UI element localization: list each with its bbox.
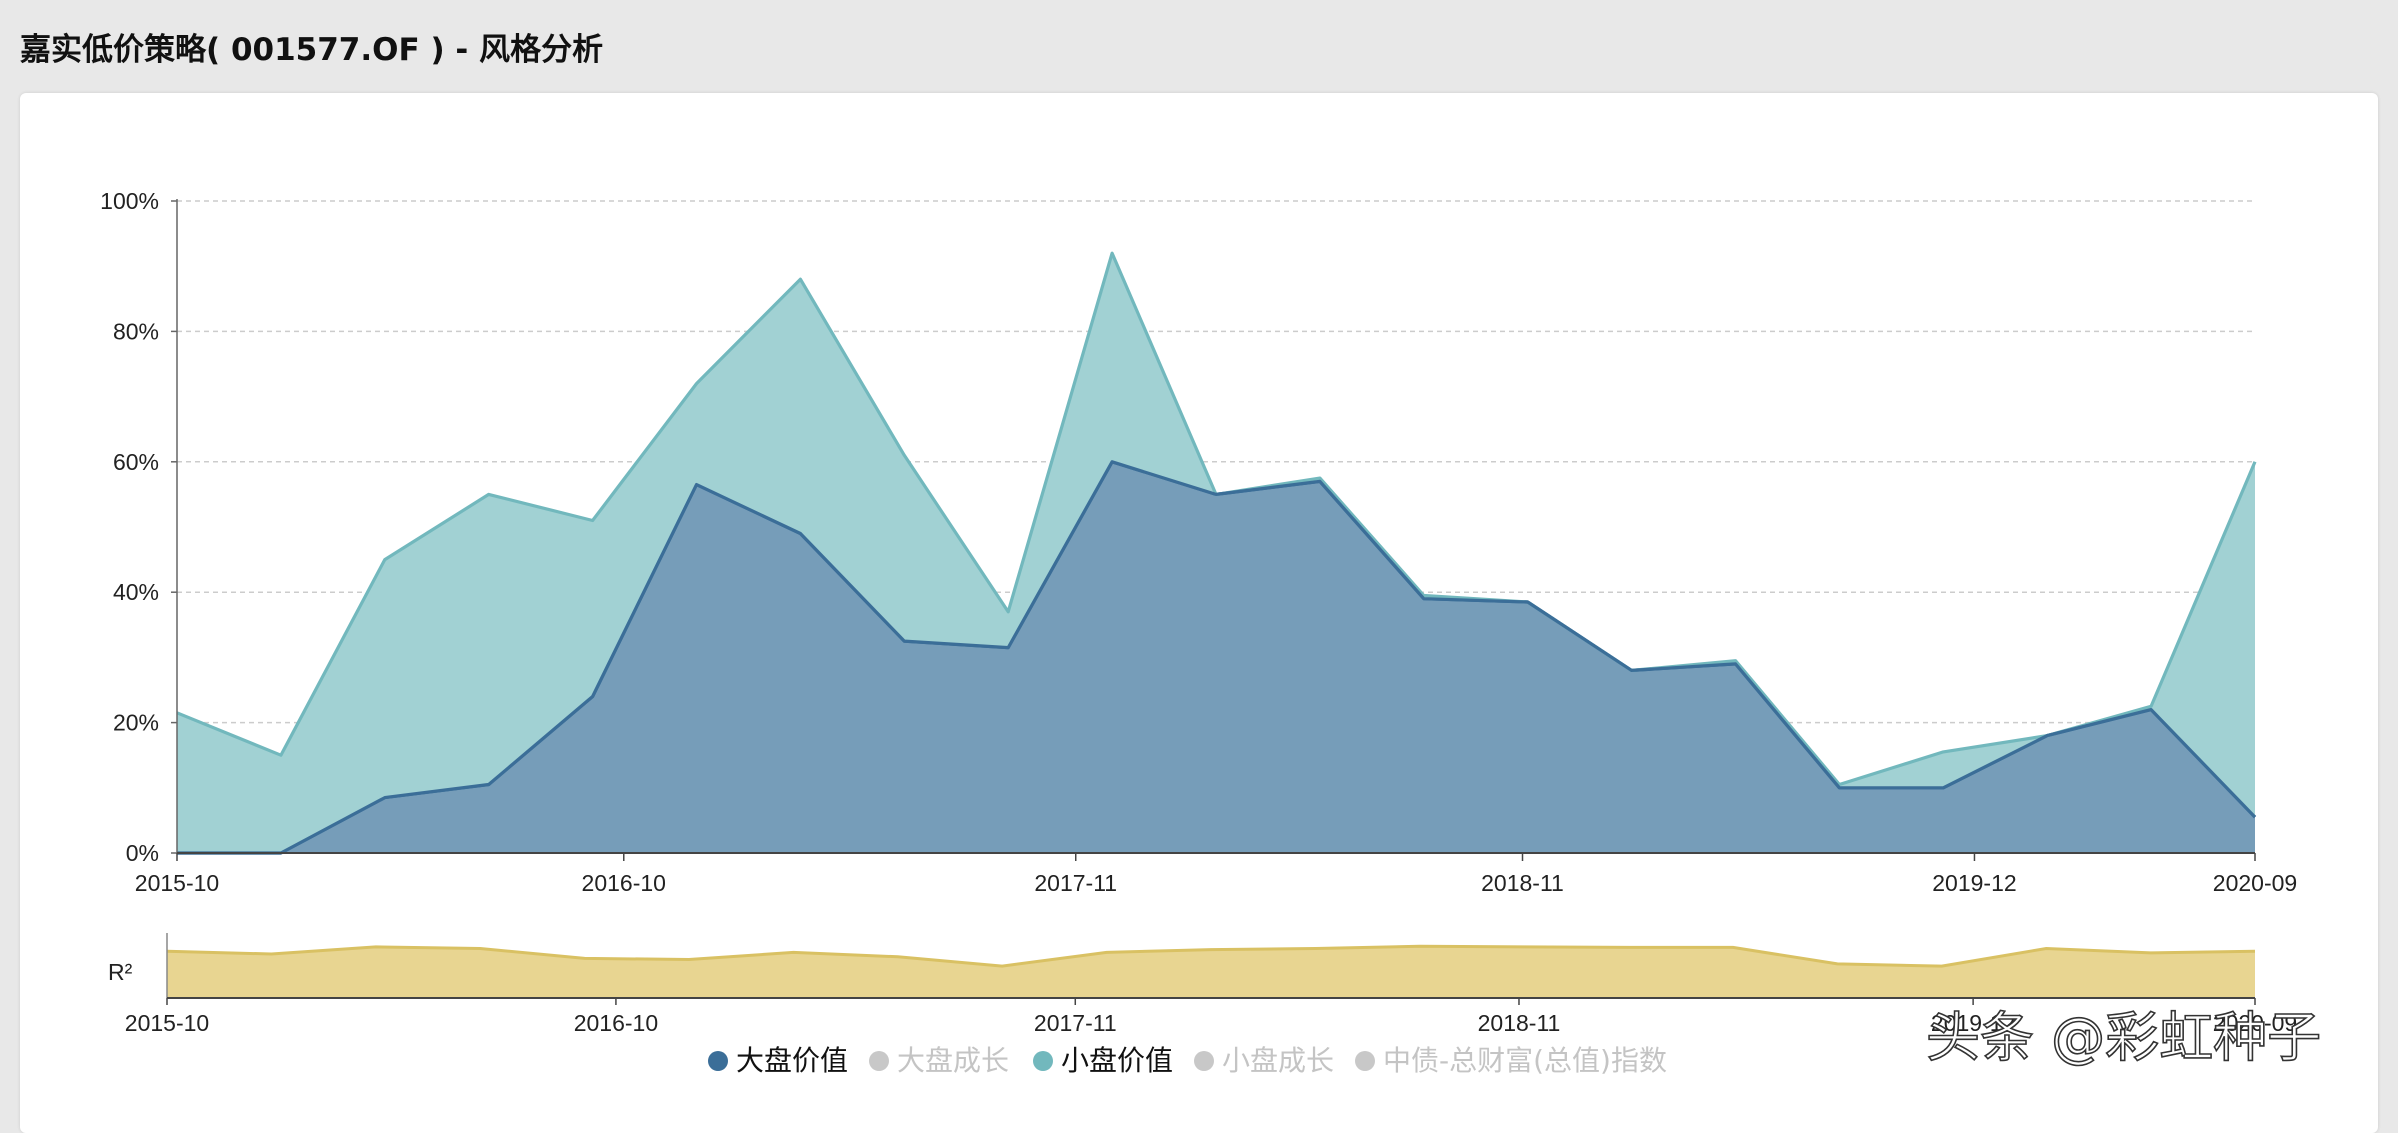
r2-x-tick-label: 2017-11 [1034, 1010, 1117, 1036]
x-tick-label: 2020-09 [2213, 870, 2297, 896]
page-title: 嘉实低价策略( 001577.OF ) - 风格分析 [20, 32, 604, 68]
legend-item-小盘价值[interactable]: 小盘价值 [1033, 1044, 1173, 1077]
legend-marker [1355, 1051, 1375, 1071]
legend-label: 大盘价值 [736, 1044, 848, 1077]
series-area-小盘价值 [177, 253, 2255, 853]
style-analysis-chart: 0% 20% 40% 60% 80% 100% 2015-10 2016-10 2017-11 2… [100, 188, 2322, 1077]
legend-item-大盘价值[interactable]: 大盘价值 [708, 1044, 848, 1077]
r2-x-tick-label: 2020-09 [2213, 1010, 2297, 1036]
main-area-series [176, 251, 2257, 855]
y-tick-label: 40% [113, 579, 159, 605]
series-area-大盘价值 [177, 461, 2255, 853]
y-tick-label: 100% [100, 188, 159, 214]
x-tick-label: 2015-10 [135, 870, 219, 896]
watermark-text: 头条 @彩虹种子 [1926, 1006, 2321, 1069]
watermark: 头条 @彩虹种子 [1925, 1005, 2322, 1070]
legend-item-小盘成长[interactable]: 小盘成长 [1194, 1044, 1334, 1077]
legend-marker [869, 1051, 889, 1071]
r2-axis-label: R² [108, 959, 133, 985]
legend-item-大盘成长[interactable]: 大盘成长 [869, 1044, 1009, 1077]
y-tick-label: 80% [113, 318, 159, 344]
r2-area [167, 946, 2255, 998]
r2-line [166, 944, 2256, 968]
x-tick-label: 2017-11 [1034, 870, 1117, 896]
legend-item-中债-总财富(总值)指数[interactable]: 中债-总财富(总值)指数 [1355, 1044, 1667, 1077]
y-tick-label: 0% [126, 840, 159, 866]
y-tick-label: 60% [113, 449, 159, 475]
r2-x-tick-label: 2019-12 [1931, 1010, 2015, 1036]
r2-x-tick-label: 2015-10 [125, 1010, 209, 1036]
legend-label: 中债-总财富(总值)指数 [1383, 1044, 1667, 1077]
r2-x-tick-label: 2016-10 [574, 1010, 658, 1036]
legend-label: 小盘成长 [1222, 1044, 1334, 1077]
r2-x-tick-label: 2018-11 [1478, 1010, 1561, 1036]
series-line-top-大盘价值 [177, 460, 2257, 855]
y-tick-label: 20% [113, 710, 159, 736]
x-tick-label: 2019-12 [1932, 870, 2016, 896]
legend-marker [1194, 1051, 1214, 1071]
x-tick-label: 2016-10 [582, 870, 666, 896]
legend-label: 大盘成长 [897, 1044, 1009, 1077]
legend-label: 小盘价值 [1061, 1044, 1173, 1077]
main-axes: 0% 20% 40% 60% 80% 100% 2015-10 2016-10 2017-11 2… [100, 188, 2297, 896]
legend-marker [708, 1051, 728, 1071]
chart-legend: 大盘价值 大盘成长 小盘价值 小盘成长 中债-总财富(总值)指数 [708, 1044, 1667, 1077]
r2-subchart: R² 2015-10 2016-10 2017-11 2018-11 2019-12 202… [108, 933, 2297, 1036]
legend-marker [1033, 1051, 1053, 1071]
x-tick-label: 2018-11 [1481, 870, 1564, 896]
